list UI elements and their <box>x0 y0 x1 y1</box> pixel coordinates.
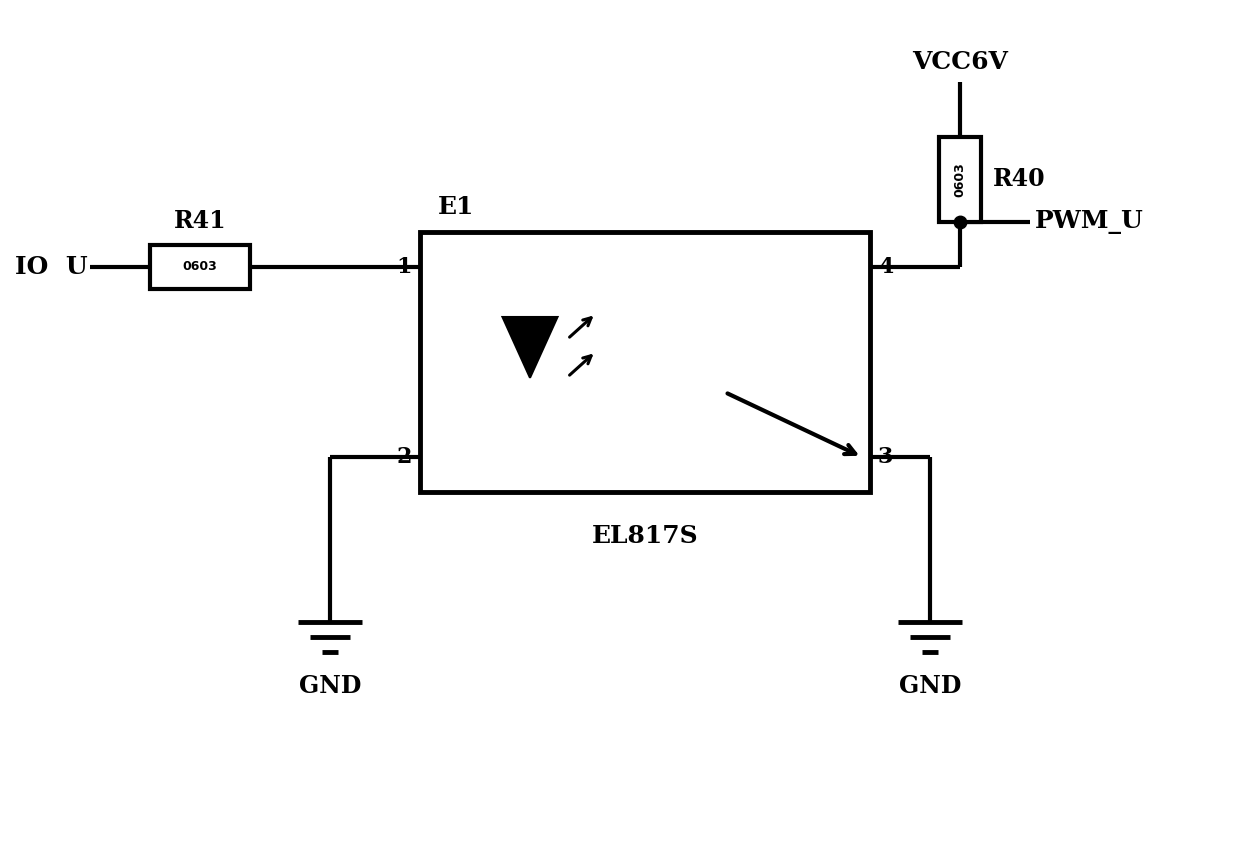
Text: 0603: 0603 <box>182 260 217 274</box>
Bar <box>150 245 250 289</box>
Text: PWM_U: PWM_U <box>1035 210 1144 234</box>
Text: 0603: 0603 <box>954 163 966 197</box>
Text: 1: 1 <box>396 256 413 278</box>
Text: IO  U: IO U <box>15 255 88 279</box>
Text: E1: E1 <box>439 195 475 219</box>
Text: 4: 4 <box>878 256 893 278</box>
Text: R40: R40 <box>992 168 1046 191</box>
Text: R41: R41 <box>173 209 227 233</box>
Text: VCC6V: VCC6V <box>912 50 1009 74</box>
Text: GND: GND <box>299 674 362 698</box>
Bar <box>420 232 870 492</box>
Polygon shape <box>503 317 558 378</box>
Text: GND: GND <box>898 674 961 698</box>
Bar <box>939 137 981 222</box>
Text: EL817S: EL817S <box>592 524 699 548</box>
Text: 3: 3 <box>878 446 893 468</box>
Text: 2: 2 <box>396 446 413 468</box>
